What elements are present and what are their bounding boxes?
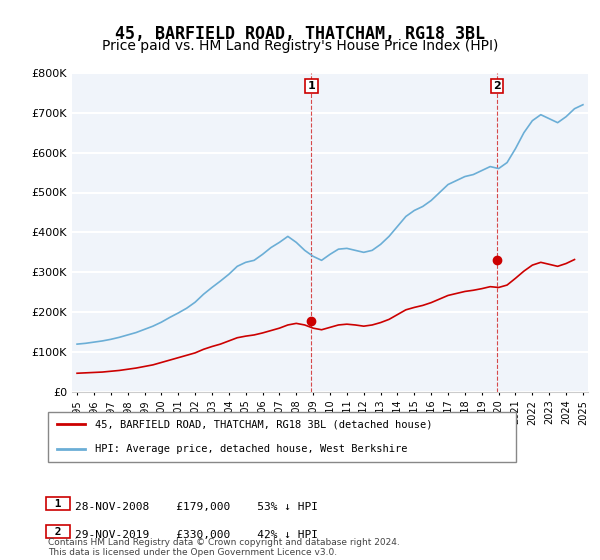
FancyBboxPatch shape	[48, 412, 516, 462]
Text: 45, BARFIELD ROAD, THATCHAM, RG18 3BL: 45, BARFIELD ROAD, THATCHAM, RG18 3BL	[115, 25, 485, 43]
Text: 28-NOV-2008    £179,000    53% ↓ HPI: 28-NOV-2008 £179,000 53% ↓ HPI	[75, 502, 318, 512]
Text: 1: 1	[48, 499, 68, 509]
Text: 29-NOV-2019    £330,000    42% ↓ HPI: 29-NOV-2019 £330,000 42% ↓ HPI	[75, 530, 318, 540]
Text: 2: 2	[493, 81, 501, 91]
Text: 1: 1	[308, 81, 316, 91]
Text: 45, BARFIELD ROAD, THATCHAM, RG18 3BL (detached house): 45, BARFIELD ROAD, THATCHAM, RG18 3BL (d…	[95, 419, 432, 429]
Text: Contains HM Land Registry data © Crown copyright and database right 2024.
This d: Contains HM Land Registry data © Crown c…	[48, 538, 400, 557]
Text: HPI: Average price, detached house, West Berkshire: HPI: Average price, detached house, West…	[95, 445, 407, 454]
Text: 2: 2	[48, 527, 68, 537]
Text: Price paid vs. HM Land Registry's House Price Index (HPI): Price paid vs. HM Land Registry's House …	[102, 39, 498, 53]
